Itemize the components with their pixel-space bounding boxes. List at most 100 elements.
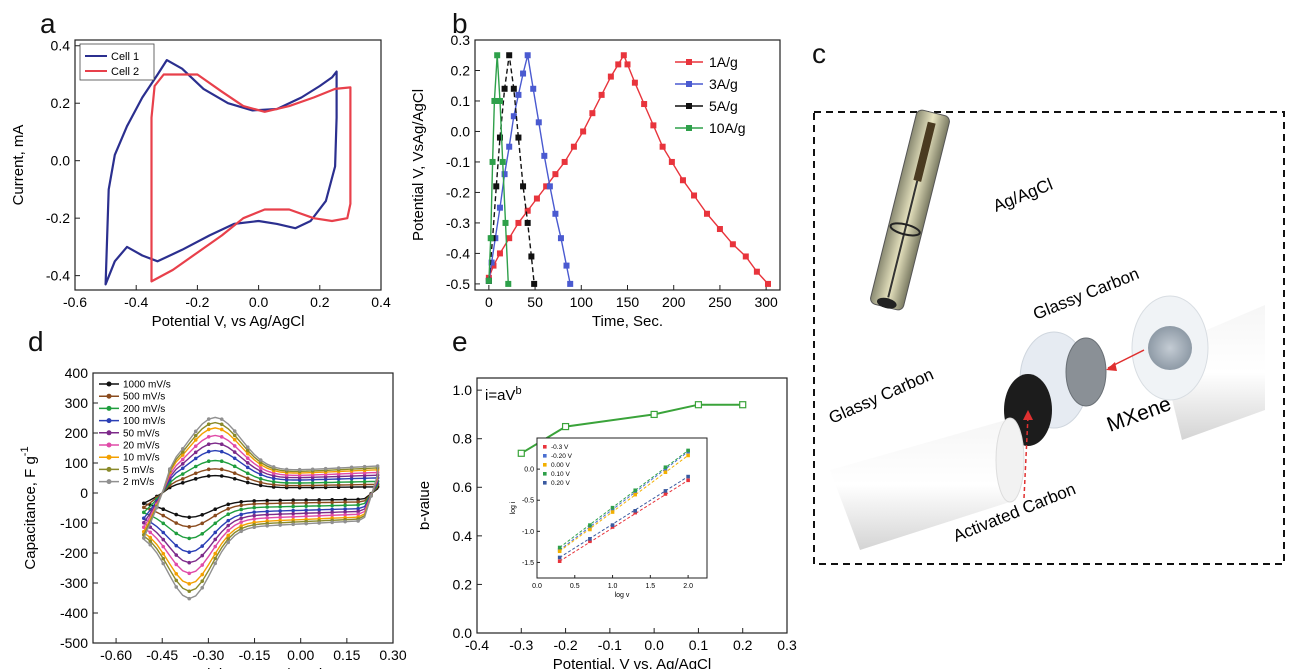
y-tick-label: 0.2: [51, 95, 71, 111]
data-point-50-mv-s: [317, 511, 321, 515]
data-point-2-mv-s: [336, 466, 341, 470]
data-point-20-mv-s: [180, 457, 185, 462]
data-point-1A-per-g: [615, 61, 622, 68]
y-tick-label: -400: [60, 605, 88, 621]
data-point-1000-mv-s: [265, 498, 269, 503]
data-point-500-mv-s: [252, 502, 256, 506]
data-point-1000-mv-s: [343, 497, 347, 502]
x-tick-label: 0.2: [310, 294, 330, 310]
data-point-20-mv-s: [148, 530, 153, 535]
y-tick-label: -0.2: [446, 184, 470, 200]
legend-marker: [106, 418, 112, 424]
data-point-500-mv-s: [304, 501, 308, 505]
data-point-2-mv-s: [258, 458, 263, 462]
inset-data-point-0-10-V: [633, 488, 638, 493]
plot-frame: [74, 39, 382, 291]
data-point-500-mv-s: [297, 483, 302, 488]
data-point-100-mv-s: [193, 456, 198, 461]
data-point-2-mv-s: [141, 536, 146, 540]
data-point-1A-per-g: [543, 183, 550, 190]
inset-data-point-0-00-V: [557, 549, 562, 554]
inset-fit-line-0-00-V: [559, 455, 689, 552]
data-point-3A-per-g: [530, 85, 537, 92]
x-tick-label: -0.15: [239, 647, 271, 663]
data-point-20-mv-s: [317, 514, 321, 518]
inset-data-point-0-20-V: [633, 509, 638, 513]
x-axis-label: Potential, V vs. Ag/AgCl: [553, 656, 711, 669]
inset-data-point--0-3-V: [610, 525, 615, 529]
data-point-200-mv-s: [336, 480, 341, 485]
data-point-2-mv-s: [310, 467, 315, 472]
data-point-50-mv-s: [349, 474, 354, 478]
data-point-500-mv-s: [141, 505, 146, 510]
inset-legend-label: 0.00 V: [551, 462, 570, 469]
inset-y-tick-label: -1.5: [522, 560, 534, 567]
inset-data-point-0-10-V: [686, 448, 690, 453]
data-point-50-mv-s: [258, 469, 263, 474]
data-point-1A-per-g: [524, 207, 531, 214]
data-point-100-mv-s: [245, 465, 250, 470]
y-tick-label: 200: [65, 425, 89, 441]
legend-label: 50 mV/s: [123, 428, 160, 439]
legend-label: 5A/g: [709, 98, 738, 114]
legend-label: Cell 2: [111, 66, 139, 78]
data-point-20-mv-s: [193, 444, 198, 448]
data-point-200-mv-s: [317, 504, 321, 508]
inset-legend-marker: [543, 472, 547, 476]
legend-marker: [106, 430, 112, 436]
data-point-200-mv-s: [200, 531, 205, 536]
data-point-2-mv-s: [161, 561, 166, 566]
inset-data-point-0-00-V: [633, 492, 638, 497]
data-point-10-mv-s: [200, 572, 205, 577]
legend-label: 100 mV/s: [123, 416, 165, 427]
data-point-1A-per-g: [496, 250, 503, 257]
series-line-cell-2: [150, 73, 352, 283]
chart-d-capacitance: -0.60 -0.45 -0.30 -0.15 0.00 0.15 0.30 -500 -400…: [19, 365, 407, 669]
data-point-5-mv-s: [213, 556, 218, 561]
data-point-200-mv-s: [239, 507, 244, 512]
data-point-500-mv-s: [278, 501, 282, 506]
data-point-500-mv-s: [362, 482, 367, 487]
data-point-2-mv-s: [278, 523, 282, 527]
data-point-1A-per-g: [753, 268, 760, 275]
inset-frame: [536, 437, 708, 579]
data-point-50-mv-s: [356, 509, 360, 514]
legend-label: 10A/g: [709, 120, 746, 136]
x-tick-label: 0.2: [733, 637, 753, 653]
data-point-20-mv-s: [304, 514, 308, 519]
data-point-10-mv-s: [219, 427, 224, 432]
inset-legend-label: 0.10 V: [551, 471, 570, 478]
data-point-10-mv-s: [174, 572, 179, 576]
y-axis-label: Current, mA: [10, 125, 27, 206]
data-point-200-mv-s: [271, 479, 276, 484]
data-point-1A-per-g: [679, 177, 686, 184]
data-point-2-mv-s: [375, 464, 380, 468]
inset-legend-label: 0.20 V: [551, 480, 570, 487]
inset-data-point-0-20-V: [610, 523, 615, 527]
inset-y-tick-label: -1.0: [522, 529, 534, 536]
data-point-2-mv-s: [317, 521, 321, 525]
y-tick-label: 0.1: [451, 93, 471, 109]
data-point-2-mv-s: [330, 520, 334, 525]
data-point-2-mv-s: [213, 561, 218, 566]
data-point-50-mv-s: [291, 511, 295, 516]
data-point-5-mv-s: [239, 526, 244, 531]
data-point-50-mv-s: [265, 512, 269, 517]
inset-data-point--0-20-V: [610, 507, 615, 512]
data-point-10A-per-g: [485, 277, 492, 284]
data-point-3A-per-g: [546, 183, 553, 190]
legend-marker: [106, 381, 112, 387]
inset-data-point-0-10-V: [663, 465, 668, 470]
data-point-500-mv-s: [219, 467, 224, 472]
inset-data-point-0-20-V: [588, 537, 592, 541]
label-ag-agcl: Ag/AgCl: [990, 175, 1055, 216]
data-point-500-mv-s: [317, 500, 321, 505]
data-point-200-mv-s: [180, 472, 185, 476]
data-point-50-mv-s: [180, 462, 185, 466]
data-point-200-mv-s: [323, 480, 328, 485]
legend-label: 20 mV/s: [123, 441, 160, 452]
data-point-2-mv-s: [291, 522, 295, 527]
data-point-20-mv-s: [213, 544, 218, 549]
data-point-1000-mv-s: [252, 499, 256, 503]
data-point-1000-mv-s: [304, 498, 308, 502]
